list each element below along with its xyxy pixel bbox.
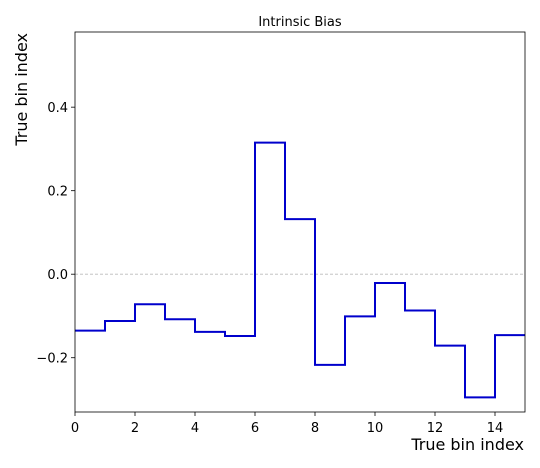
x-tick-label: 10 [367, 421, 384, 436]
y-tick-label: 0.4 [47, 101, 68, 116]
series-layer [75, 141, 525, 399]
series-line-0 [75, 141, 525, 399]
x-tick-label: 6 [251, 421, 259, 436]
y-axis-ticks: −0.2 0.0 0.2 0.4 [36, 101, 75, 367]
axes [74, 31, 526, 413]
x-tick-label: 2 [131, 421, 139, 436]
y-tick-label: −0.2 [36, 352, 68, 367]
y-tick-label: 0.0 [47, 268, 68, 283]
axes-frame [74, 31, 526, 413]
x-tick-label: 0 [71, 421, 79, 436]
chart-title: Intrinsic Bias [258, 15, 342, 30]
x-tick-label: 4 [191, 421, 199, 436]
y-tick-label: 0.2 [47, 185, 68, 200]
x-axis-label: True bin index [410, 435, 524, 454]
x-tick-label: 12 [427, 421, 444, 436]
x-tick-label: 14 [487, 421, 504, 436]
y-axis-label: True bin index [12, 33, 31, 147]
plot-background [75, 32, 525, 412]
x-tick-label: 8 [311, 421, 319, 436]
x-axis-ticks: 0 2 4 6 8 10 12 14 [71, 412, 503, 436]
plot-area [75, 32, 525, 412]
